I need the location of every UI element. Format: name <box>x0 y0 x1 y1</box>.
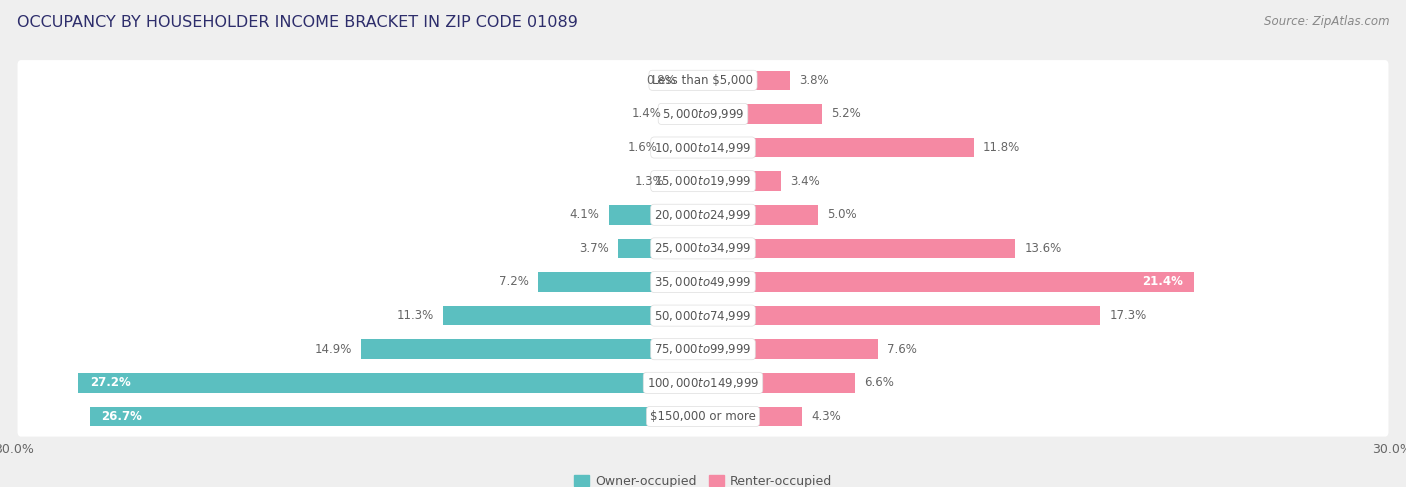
Legend: Owner-occupied, Renter-occupied: Owner-occupied, Renter-occupied <box>568 470 838 487</box>
Bar <box>703 205 818 225</box>
FancyBboxPatch shape <box>17 262 1389 302</box>
Bar <box>79 373 703 393</box>
Text: $150,000 or more: $150,000 or more <box>650 410 756 423</box>
Text: $75,000 to $99,999: $75,000 to $99,999 <box>654 342 752 356</box>
Text: Source: ZipAtlas.com: Source: ZipAtlas.com <box>1264 15 1389 28</box>
Text: $15,000 to $19,999: $15,000 to $19,999 <box>654 174 752 188</box>
Bar <box>673 171 703 191</box>
FancyBboxPatch shape <box>17 128 1389 168</box>
Bar <box>443 306 703 325</box>
Text: 11.3%: 11.3% <box>396 309 434 322</box>
Text: 27.2%: 27.2% <box>90 376 131 389</box>
Bar <box>703 306 1101 325</box>
Text: 3.7%: 3.7% <box>579 242 609 255</box>
Text: 1.4%: 1.4% <box>631 108 662 120</box>
Bar <box>703 138 974 157</box>
Bar <box>703 239 1015 258</box>
FancyBboxPatch shape <box>17 195 1389 235</box>
Bar <box>703 373 855 393</box>
Bar <box>703 104 823 124</box>
FancyBboxPatch shape <box>17 94 1389 134</box>
Text: 7.2%: 7.2% <box>499 276 529 288</box>
Text: 6.6%: 6.6% <box>863 376 894 389</box>
Bar <box>361 339 703 359</box>
Bar <box>703 407 801 426</box>
Bar <box>537 272 703 292</box>
Text: 4.1%: 4.1% <box>569 208 599 221</box>
FancyBboxPatch shape <box>17 396 1389 437</box>
Text: 1.6%: 1.6% <box>627 141 657 154</box>
FancyBboxPatch shape <box>17 60 1389 100</box>
Text: 1.3%: 1.3% <box>634 175 664 187</box>
Bar <box>609 205 703 225</box>
Text: $35,000 to $49,999: $35,000 to $49,999 <box>654 275 752 289</box>
Text: 21.4%: 21.4% <box>1142 276 1182 288</box>
FancyBboxPatch shape <box>17 363 1389 403</box>
Bar <box>90 407 703 426</box>
Bar <box>666 138 703 157</box>
Bar <box>685 71 703 90</box>
Bar <box>703 171 782 191</box>
Text: $5,000 to $9,999: $5,000 to $9,999 <box>662 107 744 121</box>
Text: $50,000 to $74,999: $50,000 to $74,999 <box>654 309 752 322</box>
Text: $10,000 to $14,999: $10,000 to $14,999 <box>654 141 752 154</box>
Text: 26.7%: 26.7% <box>101 410 142 423</box>
FancyBboxPatch shape <box>17 161 1389 201</box>
Text: 4.3%: 4.3% <box>811 410 841 423</box>
FancyBboxPatch shape <box>17 296 1389 336</box>
Text: 3.8%: 3.8% <box>800 74 830 87</box>
Bar <box>703 272 1195 292</box>
Bar <box>671 104 703 124</box>
Text: 7.6%: 7.6% <box>887 343 917 356</box>
Text: 11.8%: 11.8% <box>983 141 1021 154</box>
FancyBboxPatch shape <box>17 228 1389 268</box>
Text: 5.0%: 5.0% <box>827 208 856 221</box>
Text: 0.8%: 0.8% <box>645 74 675 87</box>
Text: OCCUPANCY BY HOUSEHOLDER INCOME BRACKET IN ZIP CODE 01089: OCCUPANCY BY HOUSEHOLDER INCOME BRACKET … <box>17 15 578 30</box>
FancyBboxPatch shape <box>17 329 1389 369</box>
Bar <box>703 71 790 90</box>
Text: $25,000 to $34,999: $25,000 to $34,999 <box>654 242 752 255</box>
Text: 5.2%: 5.2% <box>831 108 862 120</box>
Text: $100,000 to $149,999: $100,000 to $149,999 <box>647 376 759 390</box>
Text: 14.9%: 14.9% <box>315 343 352 356</box>
Text: 13.6%: 13.6% <box>1025 242 1062 255</box>
Text: $20,000 to $24,999: $20,000 to $24,999 <box>654 208 752 222</box>
Bar <box>703 339 877 359</box>
Text: 3.4%: 3.4% <box>790 175 820 187</box>
Bar <box>619 239 703 258</box>
Text: Less than $5,000: Less than $5,000 <box>652 74 754 87</box>
Text: 17.3%: 17.3% <box>1109 309 1147 322</box>
